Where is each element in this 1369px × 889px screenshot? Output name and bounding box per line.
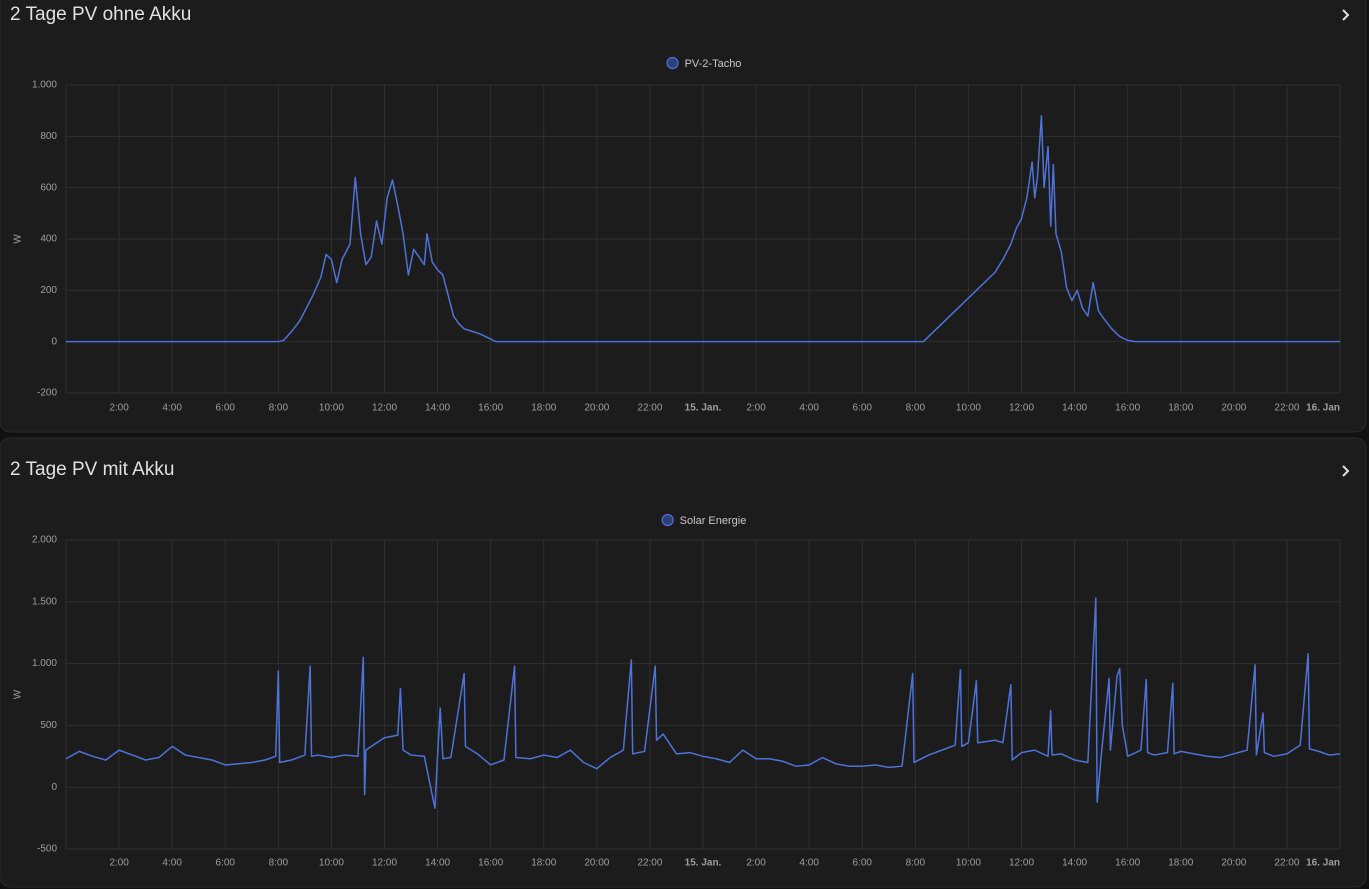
y-tick-label: 2.000 [32,535,57,546]
line-series [65,597,1341,809]
card [0,0,1367,433]
y-tick-label: 500 [40,720,57,731]
x-tick-label: 20:00 [1221,858,1246,869]
x-tick-label: 10:00 [319,858,344,869]
chevron[interactable] [1342,9,1350,21]
y-tick-label: 0 [51,336,57,347]
x-tick-label: 6:00 [853,858,873,869]
legend-label[interactable]: Solar Energie [680,515,747,527]
x-tick-label: 18:00 [1168,403,1193,414]
x-tick-label: 15. Jan. [685,858,722,869]
chevron[interactable] [1342,465,1350,477]
x-tick-label: 20:00 [584,858,609,869]
x-tick-label: 2:00 [746,858,766,869]
x-tick-label: 16. Jan [1306,403,1340,414]
x-tick-label: 10:00 [956,403,981,414]
y-axis-label: W [13,234,24,244]
y-tick-label: 1.000 [32,658,57,669]
x-tick-label: 18:00 [531,403,556,414]
x-tick-label: 4:00 [799,858,819,869]
x-tick-label: 12:00 [1009,403,1034,414]
x-tick-label: 6:00 [216,403,236,414]
x-tick-label: 4:00 [162,858,182,869]
x-tick-label: 16. Jan [1306,858,1340,869]
x-tick-label: 16:00 [1115,403,1140,414]
x-tick-label: 14:00 [1062,858,1087,869]
x-tick-label: 12:00 [372,403,397,414]
x-tick-label: 20:00 [584,403,609,414]
y-axis-label: W [13,689,24,699]
card-title[interactable]: 2 Tage PV ohne Akku [10,4,191,25]
x-tick-label: 12:00 [372,858,397,869]
y-tick-label: -500 [37,844,57,855]
y-tick-label: 400 [40,234,57,245]
y-tick-label: 200 [40,285,57,296]
y-tick-label: -200 [37,388,57,399]
y-tick-label: 1.000 [32,80,57,91]
x-tick-label: 16:00 [1115,858,1140,869]
x-tick-label: 10:00 [956,858,981,869]
x-tick-label: 8:00 [269,858,289,869]
x-tick-label: 14:00 [425,858,450,869]
x-tick-label: 8:00 [269,403,289,414]
x-tick-label: 16:00 [478,403,503,414]
x-tick-label: 2:00 [109,403,129,414]
x-tick-label: 14:00 [1062,403,1087,414]
x-tick-label: 2:00 [746,403,766,414]
y-tick-label: 800 [40,131,57,142]
x-tick-label: 4:00 [799,403,819,414]
x-tick-label: 14:00 [425,403,450,414]
x-tick-label: 4:00 [162,403,182,414]
x-tick-label: 22:00 [637,858,662,869]
card-title[interactable]: 2 Tage PV mit Akku [10,459,174,480]
x-tick-label: 12:00 [1009,858,1034,869]
x-tick-label: 22:00 [637,403,662,414]
x-tick-label: 18:00 [1168,858,1193,869]
x-tick-label: 6:00 [853,403,873,414]
x-tick-label: 20:00 [1221,403,1246,414]
x-tick-label: 18:00 [531,858,556,869]
line-series [66,115,1340,343]
card [0,437,1367,888]
x-tick-label: 22:00 [1274,403,1299,414]
x-tick-label: 16:00 [478,858,503,869]
x-tick-label: 8:00 [906,403,926,414]
x-tick-label: 6:00 [216,858,236,869]
legend-swatch[interactable] [666,56,679,70]
x-tick-label: 15. Jan. [685,403,722,414]
y-tick-label: 600 [40,182,57,193]
x-tick-label: 10:00 [319,403,344,414]
legend-label[interactable]: PV-2-Tacho [685,58,742,70]
x-tick-label: 8:00 [906,858,926,869]
legend-swatch[interactable] [661,513,674,527]
y-tick-label: 0 [51,782,57,793]
y-tick-label: 1.500 [32,596,57,607]
x-tick-label: 22:00 [1274,858,1299,869]
x-tick-label: 2:00 [109,858,129,869]
